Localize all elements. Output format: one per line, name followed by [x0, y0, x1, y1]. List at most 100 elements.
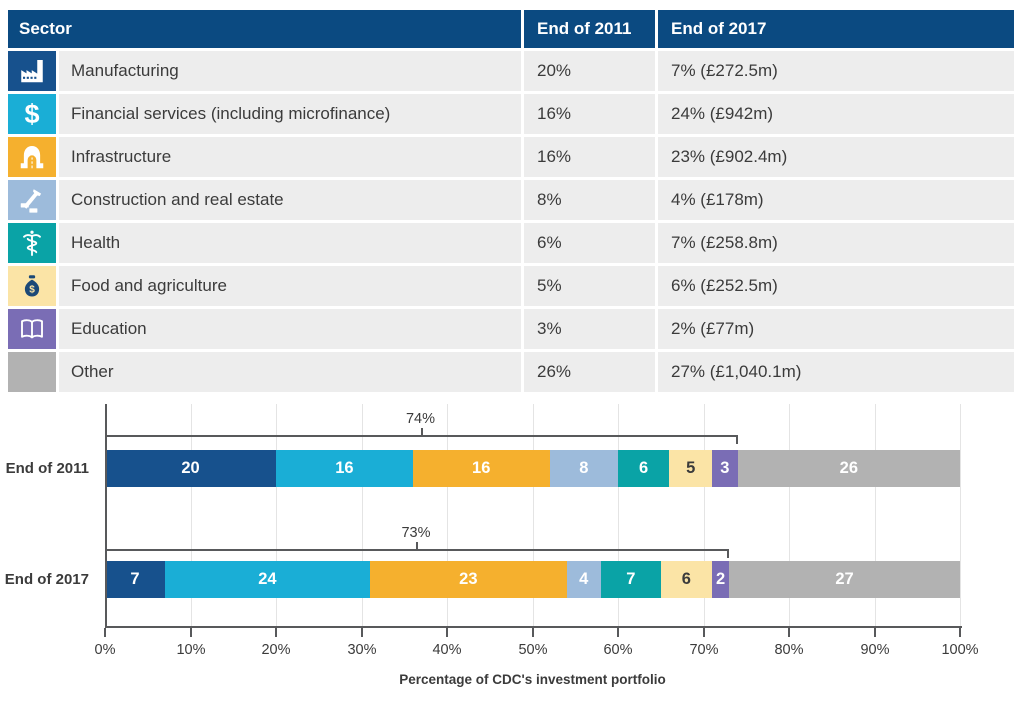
value-end-of-2011: 6%	[524, 223, 655, 263]
x-axis-tick	[617, 628, 619, 637]
sector-label: Manufacturing	[59, 51, 521, 91]
gridline	[276, 404, 277, 626]
x-axis-title: Percentage of CDC's investment portfolio	[399, 672, 666, 687]
gridline	[191, 404, 192, 626]
subtotal-tick	[420, 428, 423, 437]
subtotal-label: 74%	[405, 411, 436, 427]
subtotal-bracket: 74%	[105, 411, 738, 444]
open-book-icon	[8, 309, 56, 349]
bar-segment-financial: 24	[164, 561, 371, 598]
value-end-of-2017: 24% (£942m)	[658, 94, 1014, 134]
sector-label: Education	[59, 309, 521, 349]
bar-segment-other: 26	[737, 450, 960, 487]
gridline	[704, 404, 705, 626]
bar-segment-education: 3	[712, 450, 738, 487]
y-axis-line	[105, 404, 107, 628]
value-end-of-2011: 26%	[524, 352, 655, 392]
x-axis-tick	[532, 628, 534, 637]
bar-segment-construction: 8	[549, 450, 618, 487]
x-axis-tick-label: 100%	[941, 642, 979, 658]
x-axis-tick	[275, 628, 277, 637]
bar-segment-financial: 16	[276, 450, 413, 487]
gridline	[447, 404, 448, 626]
x-axis-tick-label: 80%	[774, 642, 804, 658]
dollar-icon: $	[8, 94, 56, 134]
bar-segment-infrastructure: 16	[412, 450, 550, 487]
x-axis-tick	[788, 628, 790, 637]
bar-category-label: End of 2017	[4, 571, 89, 588]
x-axis-tick	[959, 628, 961, 637]
x-axis-line	[105, 626, 962, 628]
value-end-of-2017: 7% (£272.5m)	[658, 51, 1014, 91]
gridline	[533, 404, 534, 626]
bar-segment-construction: 4	[566, 561, 601, 598]
value-end-of-2017: 2% (£77m)	[658, 309, 1014, 349]
table-row: Infrastructure 16% 23% (£902.4m)	[8, 137, 1014, 177]
sector-table: Sector End of 2011 End of 2017 Manufactu…	[8, 10, 1014, 395]
table-row: $ Food and agriculture 5% 6% (£252.5m)	[8, 266, 1014, 306]
value-end-of-2017: 23% (£902.4m)	[658, 137, 1014, 177]
sector-label: Infrastructure	[59, 137, 521, 177]
value-end-of-2011: 16%	[524, 137, 655, 177]
table-row: Manufacturing 20% 7% (£272.5m)	[8, 51, 1014, 91]
bar-segment-education: 2	[712, 561, 730, 598]
bar-segment-infrastructure: 23	[370, 561, 567, 598]
x-axis-tick	[190, 628, 192, 637]
x-axis-tick-label: 10%	[176, 642, 206, 658]
sector-label: Health	[59, 223, 521, 263]
stacked-bar: 7 24 23 4 7 6 2 27	[105, 561, 960, 598]
sector-label: Food and agriculture	[59, 266, 521, 306]
value-end-of-2017: 6% (£252.5m)	[658, 266, 1014, 306]
column-header-sector: Sector	[8, 10, 521, 48]
factory-icon	[8, 51, 56, 91]
column-header-end-of-2017: End of 2017	[658, 10, 1014, 48]
sector-label: Other	[59, 352, 521, 392]
gridline	[362, 404, 363, 626]
subtotal-label: 73%	[401, 525, 431, 541]
x-axis-tick-label: 70%	[689, 642, 719, 658]
x-axis-tick-label: 90%	[860, 642, 890, 658]
table-row: Construction and real estate 8% 4% (£178m)	[8, 180, 1014, 220]
table-header-row: Sector End of 2011 End of 2017	[8, 10, 1014, 48]
x-axis-tick-label: 50%	[518, 642, 548, 658]
x-axis-tick	[874, 628, 876, 637]
value-end-of-2017: 27% (£1,040.1m)	[658, 352, 1014, 392]
gridline	[960, 404, 961, 626]
sector-color-swatch	[8, 352, 56, 392]
bar-segment-manufacturing: 7	[105, 561, 165, 598]
x-axis-tick-label: 40%	[432, 642, 462, 658]
x-axis-tick-label: 60%	[603, 642, 633, 658]
table-row: Other 26% 27% (£1,040.1m)	[8, 352, 1014, 392]
value-end-of-2017: 4% (£178m)	[658, 180, 1014, 220]
money-bag-icon: $	[8, 266, 56, 306]
sector-label: Construction and real estate	[59, 180, 521, 220]
x-axis-tick-label: 0%	[94, 642, 116, 658]
value-end-of-2011: 3%	[524, 309, 655, 349]
x-axis-tick	[703, 628, 705, 637]
x-axis-tick	[361, 628, 363, 637]
table-row: Health 6% 7% (£258.8m)	[8, 223, 1014, 263]
bar-segment-food: 6	[660, 561, 712, 598]
bar-segment-health: 6	[617, 450, 670, 487]
x-axis-tick	[446, 628, 448, 637]
table-row: Education 3% 2% (£77m)	[8, 309, 1014, 349]
svg-text:$: $	[29, 284, 35, 295]
bar-segment-other: 27	[729, 561, 960, 598]
value-end-of-2017: 7% (£258.8m)	[658, 223, 1014, 263]
hammer-icon	[8, 180, 56, 220]
value-end-of-2011: 8%	[524, 180, 655, 220]
x-axis-tick-label: 30%	[347, 642, 377, 658]
table-body: Manufacturing 20% 7% (£272.5m) $ Financial s…	[8, 51, 1014, 392]
gridline	[618, 404, 619, 626]
caduceus-icon	[8, 223, 56, 263]
value-end-of-2011: 5%	[524, 266, 655, 306]
gridline	[875, 404, 876, 626]
subtotal-bracket: 73%	[105, 525, 729, 558]
bar-segment-health: 7	[600, 561, 661, 598]
stacked-bar: 20 16 16 8 6 5 3 26	[105, 450, 960, 487]
bar-category-label: End of 2011	[5, 460, 89, 477]
subtotal-tick	[416, 542, 418, 551]
bar-segment-food: 5	[669, 450, 713, 487]
table-row: $ Financial services (including microfina…	[8, 94, 1014, 134]
value-end-of-2011: 16%	[524, 94, 655, 134]
